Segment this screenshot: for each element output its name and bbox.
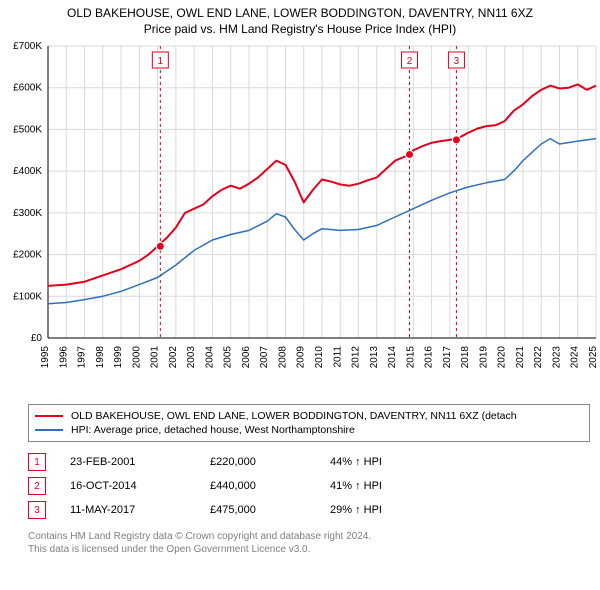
- transaction-date: 16-OCT-2014: [70, 480, 210, 492]
- svg-text:2014: 2014: [387, 346, 398, 369]
- svg-text:2015: 2015: [405, 346, 416, 369]
- svg-text:2012: 2012: [351, 346, 362, 369]
- transaction-date: 11-MAY-2017: [70, 504, 210, 516]
- transaction-price: £440,000: [210, 480, 330, 492]
- svg-text:2006: 2006: [241, 346, 252, 369]
- transaction-date: 23-FEB-2001: [70, 456, 210, 468]
- svg-text:1998: 1998: [95, 346, 106, 369]
- transaction-row: 1 23-FEB-2001£220,00044% ↑ HPI: [28, 450, 590, 474]
- chart-area: £0 £100K £200K £300K £400K £500K £600K £700K 199…: [0, 38, 600, 398]
- transaction-price: £475,000: [210, 504, 330, 516]
- svg-text:£100K: £100K: [13, 291, 42, 302]
- svg-text:£200K: £200K: [13, 250, 42, 261]
- svg-text:2003: 2003: [186, 346, 197, 369]
- title-block: OLD BAKEHOUSE, OWL END LANE, LOWER BODDI…: [0, 0, 600, 38]
- legend-swatch: [35, 429, 63, 431]
- svg-text:1997: 1997: [77, 346, 88, 369]
- transaction-price: £220,000: [210, 456, 330, 468]
- legend-item: HPI: Average price, detached house, West…: [35, 423, 583, 437]
- footer-attribution: Contains HM Land Registry data © Crown c…: [28, 530, 590, 556]
- svg-text:2021: 2021: [515, 346, 526, 369]
- svg-text:£300K: £300K: [13, 208, 42, 219]
- legend-label: HPI: Average price, detached house, West…: [71, 424, 355, 436]
- svg-text:2002: 2002: [168, 346, 179, 369]
- transaction-row: 3 11-MAY-2017£475,00029% ↑ HPI: [28, 498, 590, 522]
- svg-text:2022: 2022: [533, 346, 544, 369]
- chart-svg: £0 £100K £200K £300K £400K £500K £600K £700K 199…: [0, 38, 600, 398]
- title-subtitle: Price paid vs. HM Land Registry's House …: [4, 22, 596, 36]
- svg-text:2: 2: [407, 56, 413, 67]
- transaction-marker: 2: [28, 477, 46, 495]
- svg-text:2009: 2009: [296, 346, 307, 369]
- svg-text:2004: 2004: [204, 346, 215, 369]
- svg-text:2000: 2000: [131, 346, 142, 369]
- svg-text:2024: 2024: [570, 346, 581, 369]
- transaction-marker: 3: [28, 501, 46, 519]
- svg-text:£0: £0: [31, 333, 43, 344]
- svg-text:£600K: £600K: [13, 83, 42, 94]
- svg-text:2016: 2016: [424, 346, 435, 369]
- legend-item: OLD BAKEHOUSE, OWL END LANE, LOWER BODDI…: [35, 409, 583, 423]
- transaction-delta: 29% ↑ HPI: [330, 504, 382, 516]
- transaction-marker: 1: [28, 453, 46, 471]
- svg-text:2008: 2008: [277, 346, 288, 369]
- svg-text:2007: 2007: [259, 346, 270, 369]
- svg-text:1: 1: [158, 56, 164, 67]
- svg-text:2001: 2001: [150, 346, 161, 369]
- svg-text:3: 3: [454, 56, 460, 67]
- legend-label: OLD BAKEHOUSE, OWL END LANE, LOWER BODDI…: [71, 410, 517, 422]
- title-address: OLD BAKEHOUSE, OWL END LANE, LOWER BODDI…: [4, 6, 596, 20]
- svg-text:2010: 2010: [314, 346, 325, 369]
- svg-text:£400K: £400K: [13, 166, 42, 177]
- transactions-table: 1 23-FEB-2001£220,00044% ↑ HPI 2 16-OCT-201…: [28, 450, 590, 522]
- svg-text:1996: 1996: [58, 346, 69, 369]
- transaction-row: 2 16-OCT-2014£440,00041% ↑ HPI: [28, 474, 590, 498]
- footer-line2: This data is licensed under the Open Gov…: [28, 543, 590, 556]
- legend-swatch: [35, 415, 63, 417]
- svg-text:2018: 2018: [460, 346, 471, 369]
- svg-text:2013: 2013: [369, 346, 380, 369]
- legend: OLD BAKEHOUSE, OWL END LANE, LOWER BODDI…: [28, 404, 590, 442]
- svg-text:2011: 2011: [332, 346, 343, 368]
- chart-container: OLD BAKEHOUSE, OWL END LANE, LOWER BODDI…: [0, 0, 600, 556]
- svg-text:2023: 2023: [551, 346, 562, 369]
- svg-text:£700K: £700K: [13, 41, 42, 52]
- transaction-delta: 44% ↑ HPI: [330, 456, 382, 468]
- svg-text:£500K: £500K: [13, 124, 42, 135]
- svg-text:2025: 2025: [588, 346, 599, 369]
- footer-line1: Contains HM Land Registry data © Crown c…: [28, 530, 590, 543]
- svg-text:2019: 2019: [478, 346, 489, 369]
- svg-text:2005: 2005: [223, 346, 234, 369]
- svg-text:2020: 2020: [497, 346, 508, 369]
- transaction-delta: 41% ↑ HPI: [330, 480, 382, 492]
- svg-text:1995: 1995: [40, 346, 51, 369]
- svg-text:2017: 2017: [442, 346, 453, 369]
- svg-text:1999: 1999: [113, 346, 124, 369]
